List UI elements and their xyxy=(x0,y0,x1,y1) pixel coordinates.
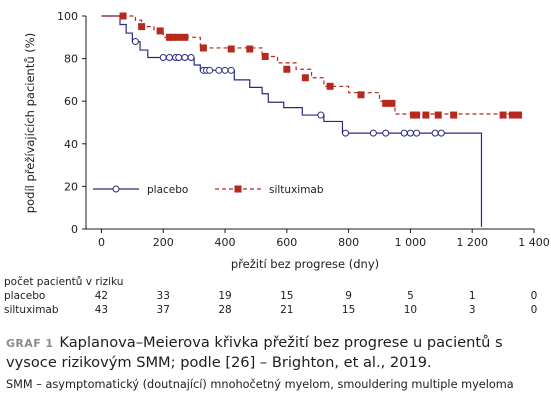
censor-mark-placebo xyxy=(437,129,445,137)
chart-series xyxy=(101,12,523,227)
censor-mark-placebo xyxy=(431,129,439,137)
censor-mark-placebo xyxy=(400,129,408,137)
x-tick-label: 0 xyxy=(98,236,105,249)
x-tick-label: 200 xyxy=(153,236,174,249)
censor-mark-placebo xyxy=(187,54,195,62)
censor-mark-siltuximab xyxy=(499,111,507,119)
x-axis-label: přežití bez progrese (dny) xyxy=(231,257,379,271)
censor-mark-siltuximab xyxy=(181,33,189,41)
caption-number: GRAF 1 xyxy=(6,337,54,350)
y-tick-label: 80 xyxy=(64,53,78,66)
censor-mark-placebo xyxy=(175,54,183,62)
censor-mark-siltuximab xyxy=(156,27,164,35)
censor-mark-siltuximab xyxy=(119,12,127,20)
y-tick-label: 20 xyxy=(64,180,78,193)
series-siltuximab xyxy=(101,12,523,119)
legend-item-siltuximab: siltuximab xyxy=(215,184,324,196)
censor-mark-siltuximab xyxy=(450,111,458,119)
censor-mark-placebo xyxy=(227,66,235,74)
censor-mark-siltuximab xyxy=(508,111,516,119)
censor-mark-placebo xyxy=(131,38,139,46)
censor-mark-siltuximab xyxy=(382,99,390,107)
x-tick-label: 1 200 xyxy=(456,236,488,249)
x-tick-label: 1 000 xyxy=(395,236,427,249)
y-axis-label: podíl přežívajících pacientů (%) xyxy=(23,33,37,213)
censor-mark-siltuximab xyxy=(515,111,523,119)
x-tick-label: 600 xyxy=(276,236,297,249)
censor-mark-siltuximab xyxy=(434,111,442,119)
legend-item-placebo: placebo xyxy=(93,184,188,196)
censor-mark-siltuximab xyxy=(246,45,254,53)
figure-caption: GRAF 1 Kaplanova–Meierova křivka přežití … xyxy=(6,333,546,372)
censor-mark-siltuximab xyxy=(422,111,430,119)
y-tick-label: 60 xyxy=(64,95,78,108)
y-tick-label: 0 xyxy=(71,223,78,236)
censor-mark-siltuximab xyxy=(413,111,421,119)
censor-mark-placebo xyxy=(369,129,377,137)
censor-mark-siltuximab xyxy=(301,74,309,82)
legend-marker-placebo xyxy=(112,185,120,193)
censor-mark-placebo xyxy=(382,129,390,137)
censor-mark-placebo xyxy=(165,54,173,62)
censor-mark-siltuximab xyxy=(199,44,207,52)
censor-mark-placebo xyxy=(413,129,421,137)
legend-label-siltuximab: siltuximab xyxy=(269,184,324,196)
censor-mark-siltuximab xyxy=(138,23,146,31)
x-tick-label: 400 xyxy=(215,236,236,249)
censor-mark-placebo xyxy=(221,66,229,74)
censor-mark-placebo xyxy=(159,54,167,62)
footnote: SMM – asymptomatický (doutnající) mnohoč… xyxy=(6,378,514,391)
censor-mark-placebo xyxy=(206,66,214,74)
censor-mark-siltuximab xyxy=(283,65,291,73)
y-tick-label: 40 xyxy=(64,138,78,151)
censor-mark-siltuximab xyxy=(175,33,183,41)
censor-mark-placebo xyxy=(181,54,189,62)
censor-mark-siltuximab xyxy=(357,91,365,99)
series-line-siltuximab xyxy=(101,15,519,115)
x-tick-label: 800 xyxy=(338,236,359,249)
censor-mark-placebo xyxy=(215,66,223,74)
censor-mark-placebo xyxy=(342,129,350,137)
chart-legend: placebo siltuximab xyxy=(93,184,324,196)
y-tick-label: 100 xyxy=(57,10,78,23)
censor-mark-placebo xyxy=(317,111,325,119)
series-placebo xyxy=(101,15,483,227)
censor-mark-siltuximab xyxy=(227,45,235,53)
caption-text: Kaplanova–Meierova křivka přežití bez pr… xyxy=(6,334,503,371)
censor-mark-placebo xyxy=(406,129,414,137)
censor-mark-siltuximab xyxy=(326,82,334,90)
censor-mark-siltuximab xyxy=(388,99,396,107)
x-tick-label: 1 400 xyxy=(518,236,550,249)
legend-marker-siltuximab xyxy=(234,185,242,193)
legend-label-placebo: placebo xyxy=(147,184,188,196)
censor-mark-siltuximab xyxy=(169,33,177,41)
censor-mark-siltuximab xyxy=(261,52,269,60)
